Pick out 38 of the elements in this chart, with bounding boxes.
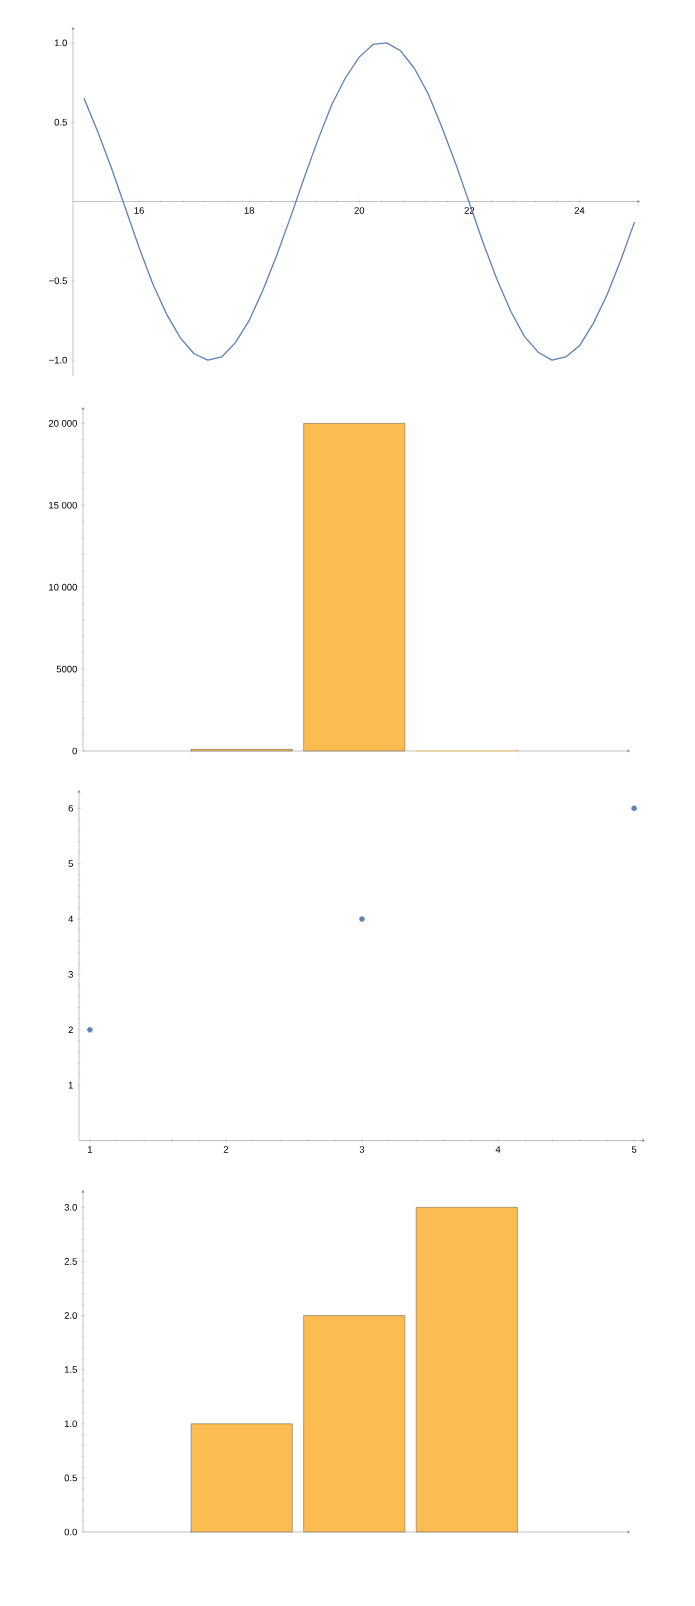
y-tick-label: 3 (68, 971, 73, 978)
y-tick-label: 2.0 (64, 1312, 77, 1319)
y-tick-label: 3.0 (64, 1203, 77, 1211)
y-tick-label: 1.0 (54, 39, 67, 47)
point (359, 916, 365, 922)
x-tick-label: 22 (464, 207, 475, 214)
y-tick-label: 6 (68, 804, 73, 812)
bar (415, 1207, 518, 1533)
x-tick-label: 24 (574, 207, 585, 214)
y-tick-label: 10 000 (49, 583, 77, 591)
y-tick-label: 5 (68, 860, 73, 867)
y-tick-label: 1.5 (64, 1366, 77, 1373)
y-tick-label: 20 000 (48, 420, 77, 427)
y-tick-label: 4 (68, 915, 74, 923)
x-tick-label: 2 (223, 1146, 229, 1153)
y-tick-label: 0.5 (64, 1474, 77, 1482)
x-tick-label: 3 (359, 1146, 365, 1153)
y-tick-label: −1.0 (49, 356, 67, 364)
point (631, 805, 637, 812)
x-tick-label: 20 (354, 207, 365, 214)
y-tick-label: 5000 (56, 665, 77, 673)
y-tick-label: −0.5 (49, 277, 67, 285)
y-tick-label: 0.5 (54, 118, 67, 126)
y-tick-label: 0 (72, 747, 77, 755)
y-tick-label: 1.0 (64, 1420, 77, 1428)
y-tick-label: 15 000 (49, 501, 77, 509)
y-tick-label: 0.0 (64, 1528, 77, 1536)
point (87, 1026, 93, 1033)
bar (190, 1423, 293, 1533)
y-tick-label: 2.5 (64, 1258, 77, 1265)
bar (303, 1315, 406, 1533)
x-tick-label: 4 (495, 1146, 501, 1153)
y-tick-label: 1 (68, 1081, 73, 1089)
y-tick-label: 2 (68, 1026, 73, 1034)
x-tick-label: 16 (134, 207, 144, 214)
x-tick-label: 5 (631, 1146, 637, 1153)
x-tick-label: 18 (244, 207, 255, 214)
x-tick-label: 1 (87, 1146, 93, 1153)
